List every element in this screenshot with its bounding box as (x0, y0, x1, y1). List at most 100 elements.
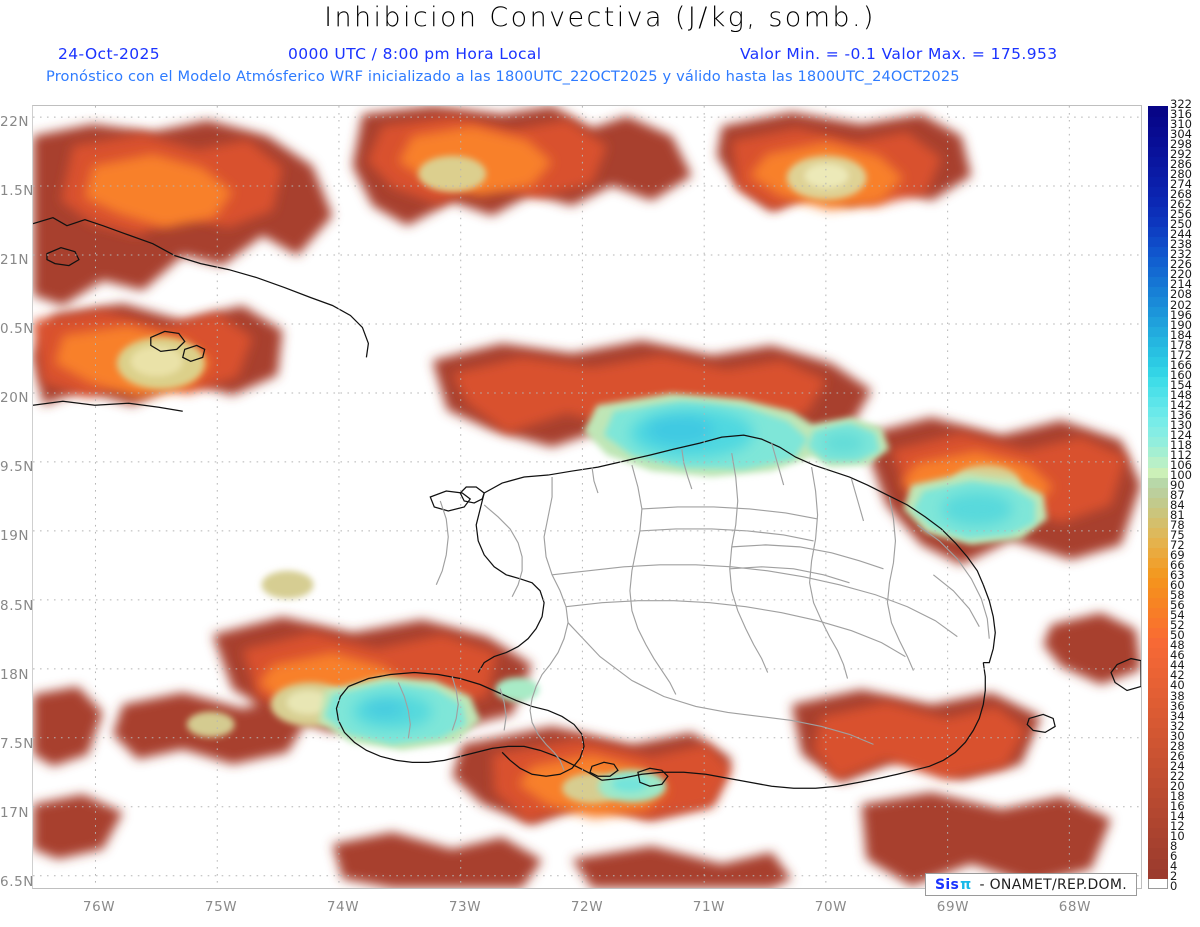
colorbar-tick-label: 238 (1170, 237, 1192, 252)
lat-tick-label: 21N (0, 251, 30, 268)
colorbar-swatch (1148, 787, 1168, 799)
colorbar-swatch (1148, 466, 1168, 478)
colorbar-tick-label: 60 (1170, 578, 1185, 593)
lat-tick-label: 17N (0, 804, 30, 821)
colorbar-swatch (1148, 857, 1168, 869)
colorbar-tick-label: 166 (1170, 357, 1192, 372)
lon-tick-label: 69W (936, 899, 970, 915)
colorbar-swatch (1148, 126, 1168, 137)
colorbar-swatch (1148, 537, 1168, 548)
lon-tick-label: 68W (1058, 899, 1092, 915)
colorbar-tick-label: 112 (1170, 447, 1192, 462)
colorbar-tick-label: 52 (1170, 618, 1185, 633)
lon-tick-label: 76W (82, 899, 116, 915)
colorbar-swatch (1148, 116, 1168, 127)
colorbar-swatch (1148, 877, 1168, 889)
colorbar-tick-label: 6 (1170, 848, 1178, 863)
colorbar-tick-label: 130 (1170, 417, 1192, 432)
colorbar-swatch (1148, 667, 1168, 679)
colorbar-labels: 0 2 4 6 8 10 12 14 16 18 20 22 24 26 28 30 32 34 36 38 40 42 4… (1170, 98, 1200, 892)
model-subtitle: Pronóstico con el Modelo Atmósferico WRF… (46, 68, 960, 85)
colorbar-swatch (1148, 697, 1168, 709)
colorbar-swatch (1148, 807, 1168, 819)
logo-pi-icon: π (960, 877, 972, 893)
lon-tick-label: 72W (570, 899, 604, 915)
colorbar-tick-label: 184 (1170, 327, 1192, 342)
colorbar-swatch (1148, 166, 1168, 177)
colorbar-tick-label: 14 (1170, 808, 1185, 823)
colorbar-tick-label: 196 (1170, 307, 1192, 322)
colorbar-tick-label: 81 (1170, 508, 1185, 523)
page-title: Inhibicion Convectiva (J/kg, somb.) (324, 2, 876, 33)
colorbar-tick-label: 84 (1170, 498, 1185, 513)
colorbar-tick-label: 250 (1170, 217, 1192, 232)
colorbar-tick-label: 75 (1170, 528, 1185, 543)
colorbar-swatch (1148, 106, 1168, 117)
colorbar-swatch (1148, 797, 1168, 809)
colorbar-swatch (1148, 196, 1168, 207)
coastline-layer (33, 217, 1141, 789)
colorbar[interactable] (1148, 106, 1168, 889)
lat-tick-label: 8.5N (0, 597, 34, 614)
colorbar-swatch (1148, 757, 1168, 769)
colorbar-swatch (1148, 747, 1168, 759)
colorbar-swatch (1148, 737, 1168, 749)
colorbar-tick-label: 136 (1170, 407, 1192, 422)
colorbar-swatch (1148, 607, 1168, 618)
lat-tick-label: 22N (0, 113, 30, 130)
colorbar-swatch (1148, 727, 1168, 739)
colorbar-swatch (1148, 136, 1168, 147)
lat-tick-label: 7.5N (0, 735, 34, 752)
colorbar-swatch (1148, 707, 1168, 719)
colorbar-tick-label: 304 (1170, 127, 1192, 142)
lon-tick-label: 75W (204, 899, 238, 915)
colorbar-swatch (1148, 426, 1168, 438)
colorbar-tick-label: 280 (1170, 167, 1192, 182)
colorbar-tick-label: 190 (1170, 317, 1192, 332)
lat-tick-label: 1.5N (0, 182, 34, 199)
colorbar-tick-label: 44 (1170, 658, 1185, 673)
colorbar-swatch (1148, 867, 1168, 879)
colorbar-tick-label: 178 (1170, 337, 1192, 352)
colorbar-tick-label: 310 (1170, 117, 1192, 132)
lon-tick-label: 73W (448, 899, 482, 915)
colorbar-swatch (1148, 286, 1168, 298)
colorbar-tick-label: 69 (1170, 548, 1185, 563)
colorbar-tick-label: 160 (1170, 367, 1192, 382)
colorbar-tick-label: 16 (1170, 798, 1185, 813)
cin-field-map (33, 106, 1141, 888)
colorbar-swatch (1148, 657, 1168, 669)
lat-tick-label: 18N (0, 666, 30, 683)
colorbar-tick-label: 87 (1170, 488, 1185, 502)
colorbar-swatch (1148, 497, 1168, 508)
lat-tick-label: 19N (0, 528, 30, 545)
colorbar-swatch (1148, 336, 1168, 348)
colorbar-swatch (1148, 256, 1168, 267)
colorbar-swatch (1148, 376, 1168, 388)
colorbar-tick-label: 50 (1170, 628, 1185, 643)
cin-shading-high (318, 393, 1048, 751)
colorbar-tick-label: 32 (1170, 718, 1185, 733)
colorbar-tick-label: 172 (1170, 347, 1192, 362)
colorbar-tick-label: 316 (1170, 107, 1192, 122)
colorbar-swatch (1148, 527, 1168, 538)
colorbar-tick-label: 28 (1170, 738, 1185, 753)
colorbar-swatch (1148, 587, 1168, 598)
colorbar-swatch (1148, 416, 1168, 428)
colorbar-tick-label: 148 (1170, 387, 1192, 402)
colorbar-swatch (1148, 647, 1168, 658)
lat-tick-label: 6.5N (0, 874, 34, 891)
colorbar-tick-label: 90 (1170, 477, 1185, 492)
logo-org-text: - ONAMET/REP.DOM. (979, 877, 1127, 893)
colorbar-swatch (1148, 617, 1168, 628)
map-plot-area[interactable] (32, 105, 1142, 889)
colorbar-tick-label: 36 (1170, 698, 1185, 713)
colorbar-swatch (1148, 446, 1168, 458)
colorbar-tick-label: 214 (1170, 277, 1192, 292)
colorbar-swatch (1148, 567, 1168, 578)
admin-boundary-layer (397, 442, 990, 771)
colorbar-tick-label: 106 (1170, 457, 1192, 472)
colorbar-swatch (1148, 156, 1168, 167)
lat-tick-label: 20N (0, 390, 30, 407)
colorbar-tick-label: 18 (1170, 788, 1185, 803)
